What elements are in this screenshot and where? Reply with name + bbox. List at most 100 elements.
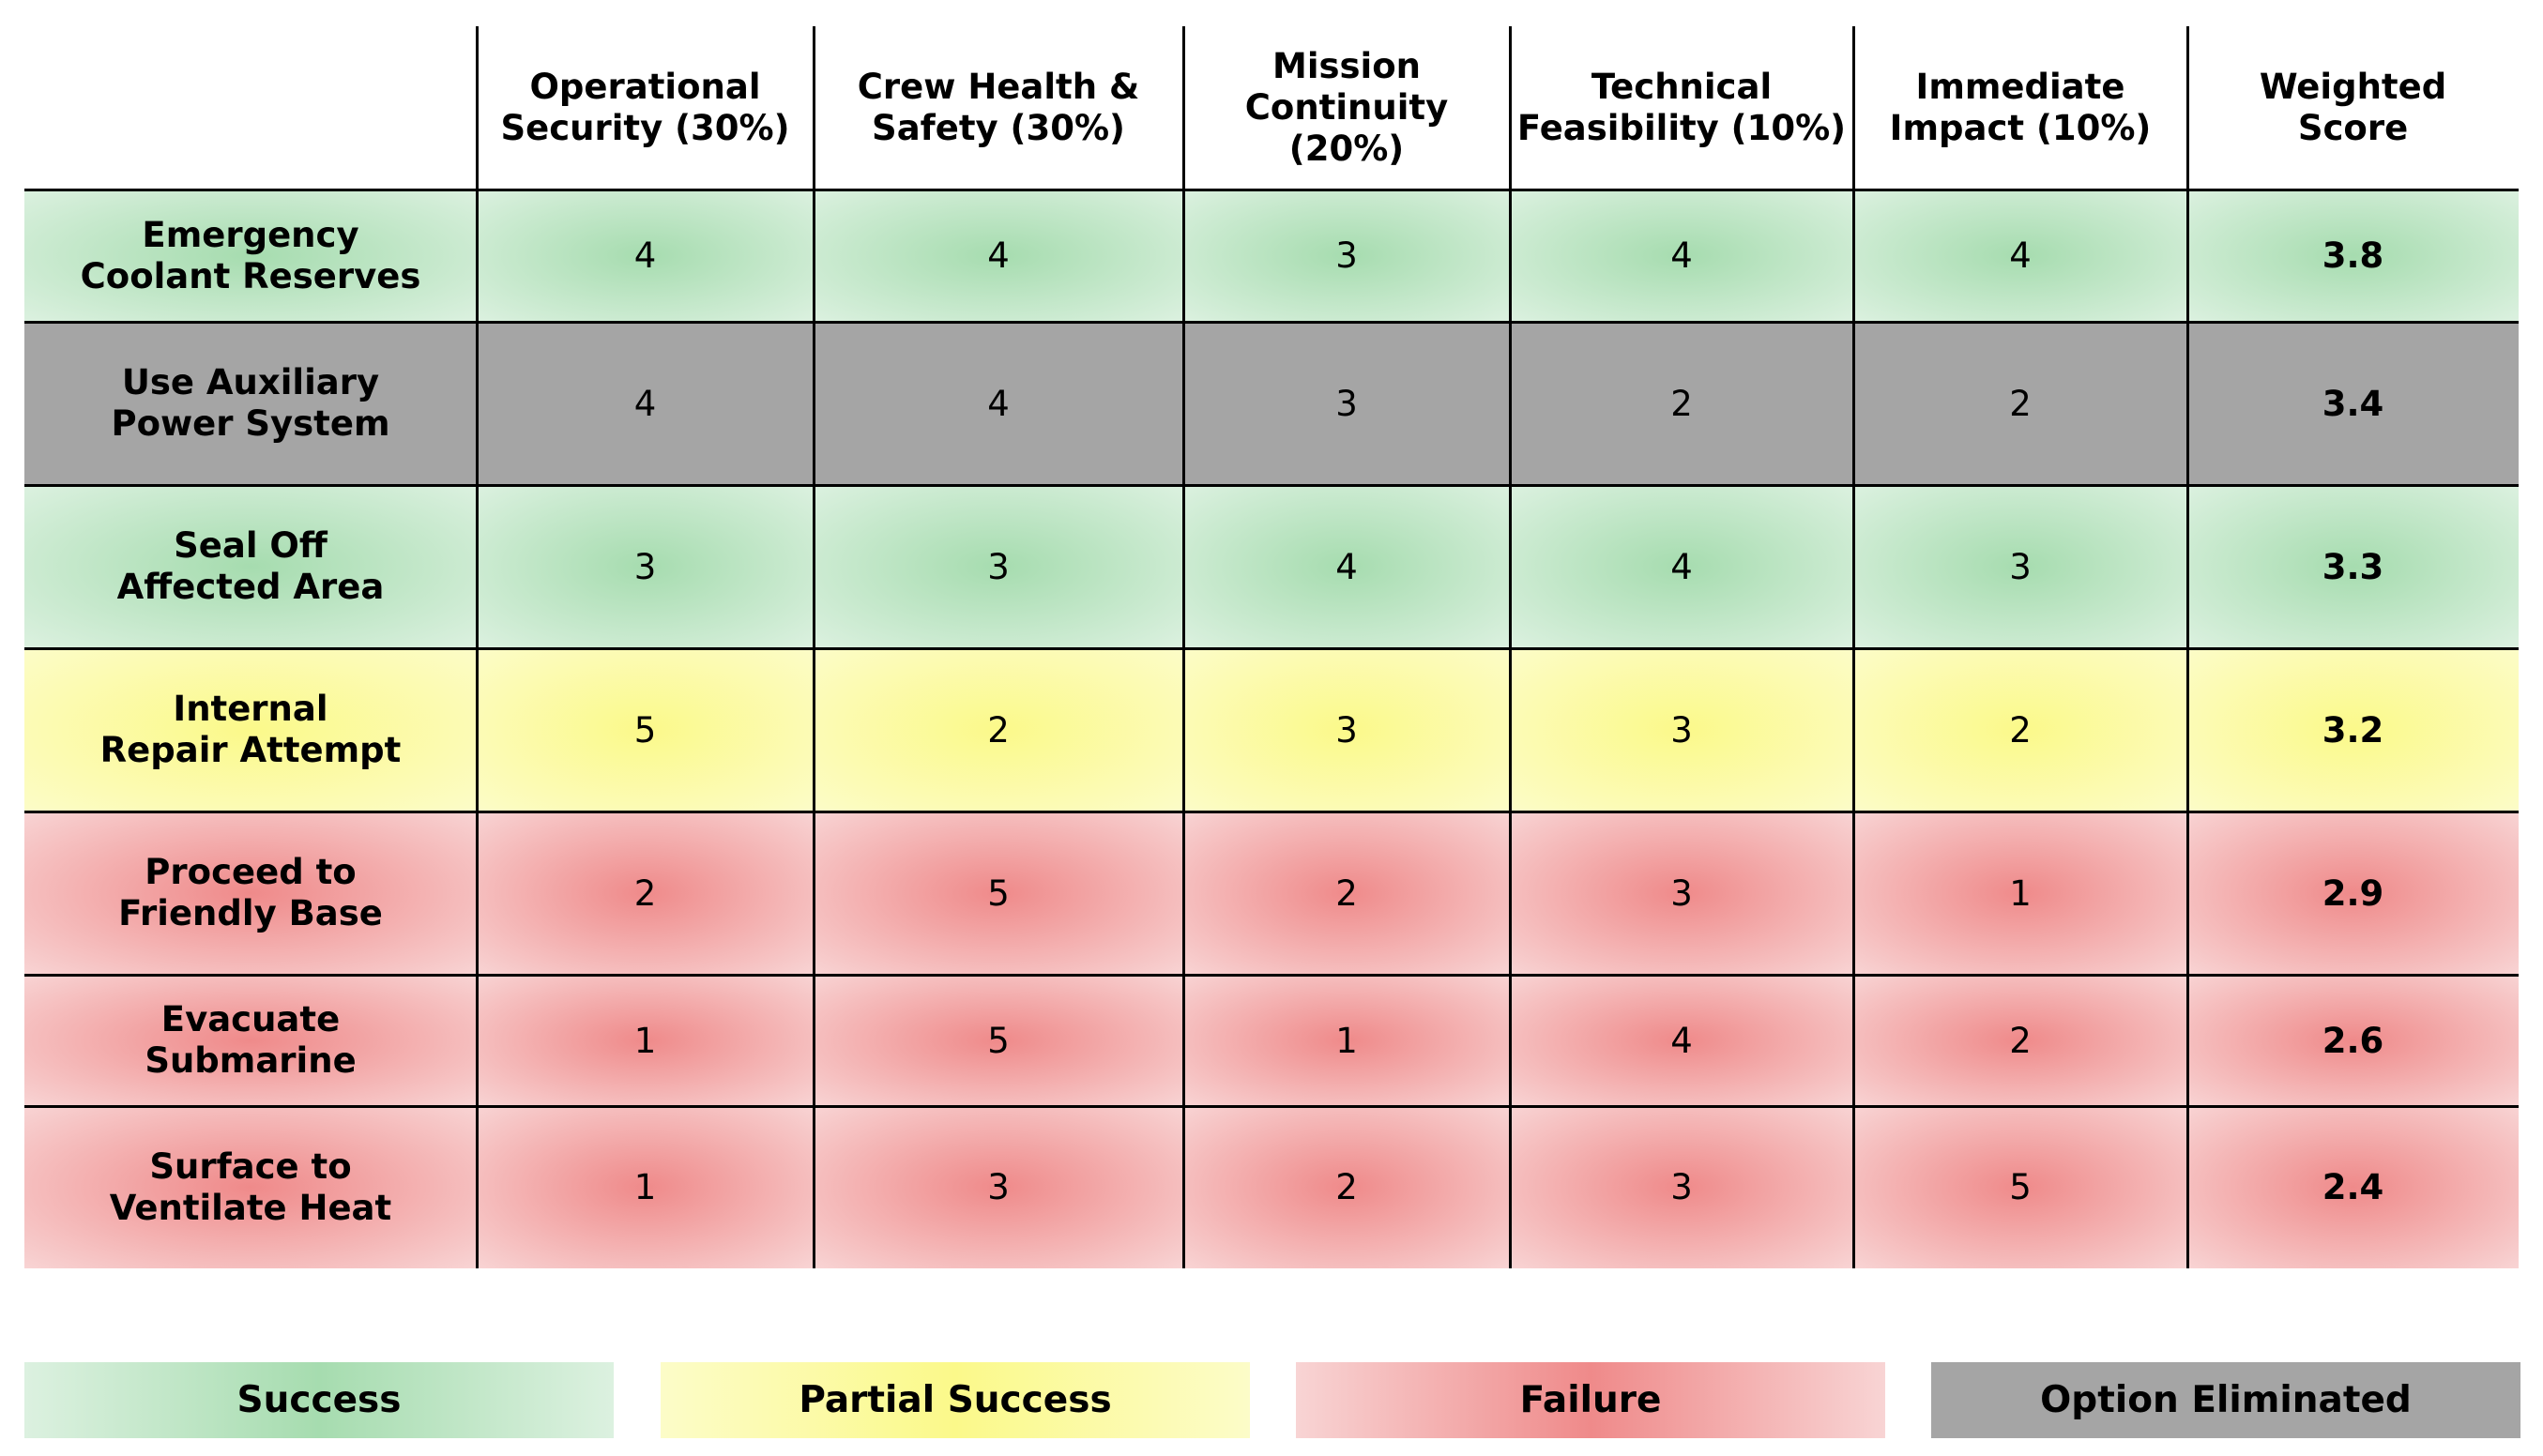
value-cell-internal-repair-attempt-operational-security-30: 5: [477, 648, 814, 811]
legend-success-label: Success: [236, 1379, 402, 1421]
value-text: 5: [633, 709, 657, 751]
row-label-line: Affected Area: [116, 567, 385, 607]
column-header-line: Technical: [1591, 67, 1773, 107]
weighted-score-internal-repair-attempt: 3.2: [2187, 648, 2519, 811]
legend-failure: Failure: [1296, 1362, 1885, 1438]
legend-option-eliminated-label: Option Eliminated: [2040, 1379, 2412, 1421]
value-cell-proceed-to-friendly-base-immediate-impact-10: 1: [1853, 811, 2187, 975]
value-cell-emergency-coolant-reserves-immediate-impact-10: 4: [1853, 190, 2187, 322]
column-header-text: Technical Feasibility (10%): [1517, 67, 1846, 149]
row-divider: [24, 189, 2519, 191]
row-label-text: Proceed to Friendly Base: [118, 852, 383, 934]
row-label-line: Surface to: [149, 1145, 352, 1187]
value-cell-internal-repair-attempt-immediate-impact-10: 2: [1853, 648, 2187, 811]
value-cell-use-auxiliary-power-system-crew-health-safety-30: 4: [814, 322, 1183, 485]
value-cell-use-auxiliary-power-system-immediate-impact-10: 2: [1853, 322, 2187, 485]
value-text: 2: [1670, 383, 1693, 424]
row-label-line: Coolant Reserves: [80, 255, 421, 296]
weighted-score-emergency-coolant-reserves: 3.8: [2187, 190, 2519, 322]
row-label-seal-off-affected-area: Seal Off Affected Area: [24, 485, 477, 648]
value-cell-use-auxiliary-power-system-mission-continuity-20: 3: [1183, 322, 1510, 485]
value-text: 1: [633, 1020, 657, 1061]
value-cell-surface-to-ventilate-heat-crew-health-safety-30: 3: [814, 1106, 1183, 1268]
row-label-proceed-to-friendly-base: Proceed to Friendly Base: [24, 811, 477, 975]
weighted-score-evacuate-submarine: 2.6: [2187, 975, 2519, 1106]
column-header-text: Operational Security (30%): [500, 67, 789, 149]
value-cell-surface-to-ventilate-heat-technical-feasibility-10: 3: [1510, 1106, 1853, 1268]
legend-failure-label: Failure: [1519, 1379, 1662, 1421]
column-header-line: Immediate: [1915, 67, 2125, 107]
value-cell-proceed-to-friendly-base-operational-security-30: 2: [477, 811, 814, 975]
value-cell-evacuate-submarine-technical-feasibility-10: 4: [1510, 975, 1853, 1106]
column-header-line: Feasibility (10%): [1516, 108, 1847, 148]
value-cell-proceed-to-friendly-base-crew-health-safety-30: 5: [814, 811, 1183, 975]
weighted-score-text: 2.6: [2322, 1020, 2384, 1061]
value-cell-proceed-to-friendly-base-technical-feasibility-10: 3: [1510, 811, 1853, 975]
value-cell-seal-off-affected-area-technical-feasibility-10: 4: [1510, 485, 1853, 648]
value-text: 2: [987, 709, 1010, 751]
value-text: 3: [1670, 872, 1693, 914]
column-header-operational-security-30: Operational Security (30%): [477, 26, 814, 190]
weighted-score-use-auxiliary-power-system: 3.4: [2187, 322, 2519, 485]
row-label-line: Ventilate Heat: [109, 1187, 392, 1228]
row-divider: [24, 647, 2519, 650]
row-label-use-auxiliary-power-system: Use Auxiliary Power System: [24, 322, 477, 485]
value-cell-evacuate-submarine-mission-continuity-20: 1: [1183, 975, 1510, 1106]
row-label-line: Power System: [111, 403, 390, 444]
value-text: 1: [1335, 1020, 1358, 1061]
row-label-line: Repair Attempt: [99, 730, 402, 770]
value-text: 2: [1335, 872, 1358, 914]
row-label-line: Proceed to: [145, 852, 357, 892]
value-text: 5: [2009, 1167, 2032, 1207]
value-text: 3: [1335, 235, 1358, 276]
row-label-surface-to-ventilate-heat: Surface to Ventilate Heat: [24, 1106, 477, 1268]
row-label-line: Friendly Base: [118, 893, 383, 933]
column-header-technical-feasibility-10: Technical Feasibility (10%): [1510, 26, 1853, 190]
row-label-text: Emergency Coolant Reserves: [81, 215, 421, 297]
weighted-score-text: 3.8: [2322, 235, 2384, 276]
row-divider: [24, 484, 2519, 487]
column-header-mission-continuity-20: Mission Continuity (20%): [1183, 26, 1510, 190]
value-text: 4: [1670, 235, 1693, 276]
value-text: 3: [1335, 383, 1358, 424]
value-text: 3: [2009, 546, 2032, 587]
value-text: 2: [2009, 383, 2032, 424]
value-text: 3: [987, 1167, 1010, 1207]
row-label-text: Use Auxiliary Power System: [111, 362, 389, 445]
value-cell-use-auxiliary-power-system-operational-security-30: 4: [477, 322, 814, 485]
row-label-text: Surface to Ventilate Heat: [110, 1146, 391, 1229]
value-text: 5: [987, 872, 1010, 914]
legend-success: Success: [24, 1362, 614, 1438]
row-divider: [24, 321, 2519, 324]
column-header-line: Impact (10%): [1889, 108, 2152, 148]
value-text: 2: [633, 872, 657, 914]
row-divider: [24, 811, 2519, 813]
column-header-line: Score: [2297, 108, 2409, 148]
value-cell-surface-to-ventilate-heat-immediate-impact-10: 5: [1853, 1106, 2187, 1268]
row-label-line: Emergency: [142, 214, 359, 255]
column-header-line: Operational: [529, 67, 761, 107]
value-cell-use-auxiliary-power-system-technical-feasibility-10: 2: [1510, 322, 1853, 485]
value-text: 4: [1670, 1020, 1693, 1061]
weighted-score-seal-off-affected-area: 3.3: [2187, 485, 2519, 648]
value-cell-emergency-coolant-reserves-mission-continuity-20: 3: [1183, 190, 1510, 322]
row-label-line: Evacuate: [160, 999, 341, 1039]
column-header-crew-health-safety-30: Crew Health & Safety (30%): [814, 26, 1183, 190]
legend-partial-success: Partial Success: [661, 1362, 1250, 1438]
value-text: 4: [633, 383, 657, 424]
value-cell-emergency-coolant-reserves-operational-security-30: 4: [477, 190, 814, 322]
row-label-line: Seal Off: [174, 525, 327, 566]
column-header-text: Immediate Impact (10%): [1890, 67, 2152, 149]
column-header-line: Crew Health &: [857, 67, 1140, 107]
column-header-immediate-impact-10: Immediate Impact (10%): [1853, 26, 2187, 190]
value-cell-evacuate-submarine-operational-security-30: 1: [477, 975, 814, 1106]
value-text: 3: [987, 546, 1010, 587]
row-divider: [24, 1105, 2519, 1108]
column-header-text: Mission Continuity (20%): [1183, 46, 1510, 170]
value-text: 2: [1335, 1167, 1358, 1207]
weighted-score-text: 3.4: [2322, 383, 2384, 424]
legend-option-eliminated: Option Eliminated: [1931, 1362, 2520, 1438]
row-label-text: Evacuate Submarine: [145, 999, 356, 1082]
value-cell-seal-off-affected-area-mission-continuity-20: 4: [1183, 485, 1510, 648]
value-text: 5: [987, 1020, 1010, 1061]
